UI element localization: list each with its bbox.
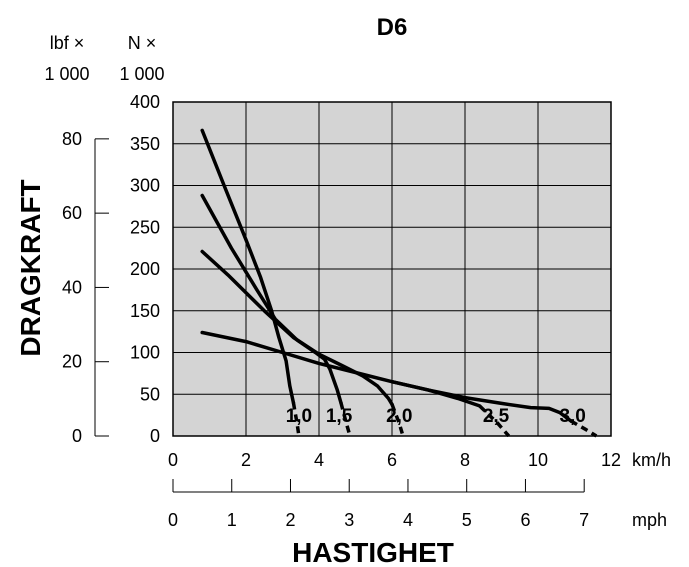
y-tick-label-newton: 250 bbox=[130, 217, 160, 237]
mph-tick-label: 2 bbox=[285, 510, 295, 530]
plot-frame bbox=[172, 101, 612, 437]
x-unit-mph: mph bbox=[632, 510, 667, 530]
series-tail-4 bbox=[570, 419, 598, 438]
lbf-tick-label: 20 bbox=[62, 352, 82, 372]
mph-tick-label: 1 bbox=[227, 510, 237, 530]
series-group bbox=[200, 128, 598, 438]
mph-tick-label: 3 bbox=[344, 510, 354, 530]
lbf-tick-label: 0 bbox=[72, 426, 82, 446]
series-line-4 bbox=[390, 379, 573, 423]
newton-unit-label-line2: 1 000 bbox=[119, 64, 164, 84]
series-line-2 bbox=[200, 249, 394, 407]
curve-label: 1,5 bbox=[326, 406, 353, 427]
y-tick-label-newton: 350 bbox=[130, 134, 160, 154]
x-tick-label-kmh: 12 bbox=[601, 450, 621, 470]
curve-label: 1,0 bbox=[286, 406, 312, 427]
y-tick-label-newton: 300 bbox=[130, 176, 160, 196]
y-tick-label-newton: 150 bbox=[130, 301, 160, 321]
lbf-tick-label: 60 bbox=[62, 203, 82, 223]
x-tick-label-kmh: 2 bbox=[241, 450, 251, 470]
x-tick-label-kmh: 6 bbox=[387, 450, 397, 470]
curve-labels: 1,0 1,5 2,0 2,5 3,0 bbox=[286, 406, 586, 427]
newton-unit-label-line1: N × bbox=[128, 33, 157, 53]
y-tick-label-newton: 100 bbox=[130, 343, 160, 363]
x-tick-label-kmh: 10 bbox=[528, 450, 548, 470]
lbf-unit-label-line1: lbf × bbox=[50, 33, 85, 53]
curve-label: 2,0 bbox=[386, 406, 412, 427]
axes: 0 2 4 6 8 10 120501001502002503003504000204060… bbox=[62, 92, 621, 530]
chart-title: D6 bbox=[377, 14, 408, 41]
mph-tick-label: 6 bbox=[520, 510, 530, 530]
series-tail-0 bbox=[291, 402, 301, 437]
series-tail-3 bbox=[478, 404, 511, 438]
mph-tick-label: 5 bbox=[462, 510, 472, 530]
x-tick-label-kmh: 0 bbox=[168, 450, 178, 470]
y-tick-label-newton: 400 bbox=[130, 92, 160, 112]
y-tick-label-newton: 50 bbox=[140, 384, 160, 404]
lbf-tick-label: 80 bbox=[62, 129, 82, 149]
mph-tick-label: 7 bbox=[579, 510, 589, 530]
curve-label: 2,5 bbox=[483, 406, 510, 427]
lbf-tick-label: 40 bbox=[62, 277, 82, 297]
series-tail-2 bbox=[390, 403, 405, 437]
series-tail-1 bbox=[339, 402, 352, 437]
y-tick-label-newton: 200 bbox=[130, 259, 160, 279]
x-axis-title: HASTIGHET bbox=[292, 537, 454, 567]
y-tick-label-newton: 0 bbox=[150, 426, 160, 446]
mph-tick-label: 4 bbox=[403, 510, 413, 530]
x-unit-kmh: km/h bbox=[632, 450, 671, 470]
mph-tick-label: 0 bbox=[168, 510, 178, 530]
x-tick-label-kmh: 4 bbox=[314, 450, 324, 470]
x-tick-label-kmh: 8 bbox=[460, 450, 470, 470]
curve-label: 3,0 bbox=[559, 406, 585, 427]
y-axis-title: DRAGKRAFT bbox=[15, 179, 46, 356]
lbf-unit-label-line2: 1 000 bbox=[44, 64, 89, 84]
